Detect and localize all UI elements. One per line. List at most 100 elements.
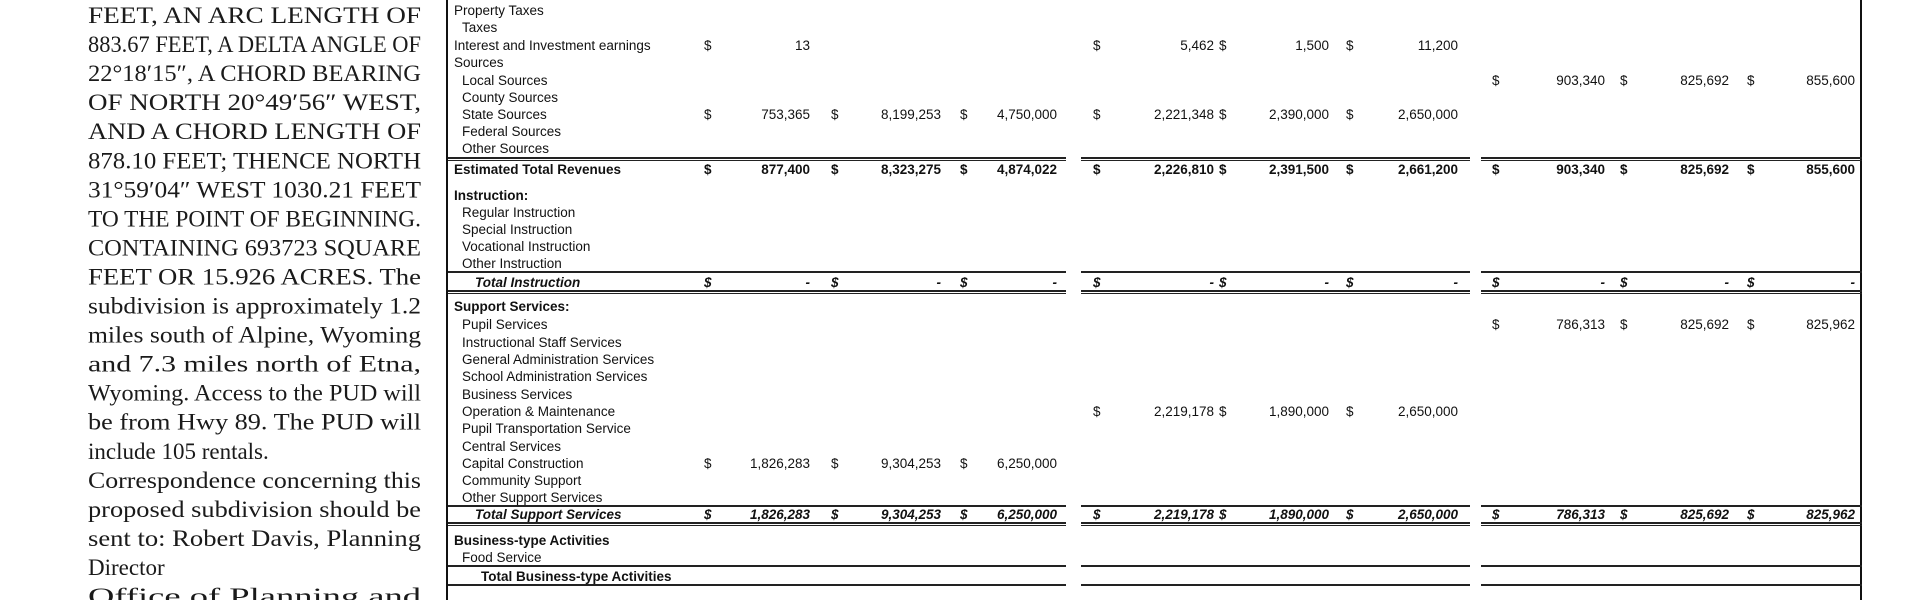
currency-symbol: $ bbox=[1747, 274, 1755, 290]
amount-cell: 2,661,200 bbox=[1397, 161, 1458, 177]
amount-cell: 825,962 bbox=[1806, 506, 1855, 522]
amount-cell: 2,219,178 bbox=[1153, 403, 1214, 419]
amount-cell: 753,365 bbox=[761, 106, 810, 122]
row-label: Community Support bbox=[462, 472, 582, 488]
rule-line bbox=[448, 522, 1066, 526]
row-label: Pupil Transportation Service bbox=[462, 420, 631, 436]
rule-line bbox=[448, 157, 1066, 161]
currency-symbol: $ bbox=[1219, 506, 1227, 522]
row-label: Instruction: bbox=[454, 187, 529, 203]
row-label: Business-type Activities bbox=[454, 532, 610, 548]
amount-cell: 2,391,500 bbox=[1268, 161, 1329, 177]
currency-symbol: $ bbox=[1093, 274, 1101, 290]
rule-line bbox=[448, 271, 1066, 273]
amount-cell: 1,890,000 bbox=[1268, 403, 1329, 419]
amount-cell: - bbox=[1850, 274, 1856, 290]
amount-cell: 825,692 bbox=[1680, 72, 1729, 88]
amount-cell: - bbox=[1324, 274, 1330, 290]
amount-cell: 2,650,000 bbox=[1397, 403, 1458, 419]
amount-cell: 1,500 bbox=[1295, 37, 1329, 53]
notice-line: miles south of Alpine, Wyoming bbox=[88, 323, 422, 348]
currency-symbol: $ bbox=[960, 506, 968, 522]
currency-symbol: $ bbox=[1093, 37, 1101, 53]
rule-line bbox=[448, 565, 1066, 567]
row-label: Operation & Maintenance bbox=[462, 403, 616, 419]
rule-line bbox=[1081, 157, 1470, 161]
amount-cell: 903,340 bbox=[1556, 72, 1605, 88]
row-label: Federal Sources bbox=[462, 123, 562, 139]
currency-symbol: $ bbox=[704, 274, 712, 290]
notice-line: subdivision is approximately 1.2 bbox=[88, 294, 421, 319]
amount-cell: 825,692 bbox=[1680, 161, 1729, 177]
rule-line bbox=[1081, 565, 1470, 567]
row-label: Sources bbox=[454, 54, 504, 70]
amount-cell: - bbox=[936, 274, 942, 290]
rule-line bbox=[1081, 584, 1470, 586]
row-label: Total Support Services bbox=[475, 506, 622, 522]
notice-line: OF NORTH 20°49′56″ WEST, bbox=[88, 90, 421, 115]
currency-symbol: $ bbox=[960, 274, 968, 290]
row-label: Taxes bbox=[462, 19, 498, 35]
amount-cell: 2,226,810 bbox=[1153, 161, 1214, 177]
amount-cell: 2,650,000 bbox=[1397, 106, 1458, 122]
amount-cell: - bbox=[805, 274, 811, 290]
row-label: Total Instruction bbox=[475, 274, 581, 290]
row-label: Central Services bbox=[462, 438, 562, 454]
amount-cell: 2,390,000 bbox=[1268, 106, 1329, 122]
currency-symbol: $ bbox=[1620, 316, 1628, 332]
notice-line: 22°18′15″, A CHORD BEARING bbox=[88, 61, 421, 86]
amount-cell: 786,313 bbox=[1556, 316, 1605, 332]
notice-line: Office of Planning and bbox=[88, 584, 422, 600]
amount-cell: 2,221,348 bbox=[1153, 106, 1214, 122]
amount-cell: 13 bbox=[794, 37, 810, 53]
amount-cell: 825,962 bbox=[1806, 316, 1855, 332]
row-label: Estimated Total Revenues bbox=[454, 161, 622, 177]
currency-symbol: $ bbox=[1620, 274, 1628, 290]
row-label: County Sources bbox=[462, 89, 559, 105]
currency-symbol: $ bbox=[1620, 161, 1628, 177]
currency-symbol: $ bbox=[960, 106, 968, 122]
row-label: Business Services bbox=[462, 386, 573, 402]
notice-line: and 7.3 miles north of Etna, bbox=[88, 352, 421, 377]
currency-symbol: $ bbox=[1492, 506, 1500, 522]
currency-symbol: $ bbox=[831, 274, 839, 290]
currency-symbol: $ bbox=[1492, 316, 1500, 332]
currency-symbol: $ bbox=[1093, 106, 1101, 122]
notice-line: FEET OR 15.926 ACRES. The bbox=[88, 264, 421, 289]
currency-symbol: $ bbox=[1346, 106, 1354, 122]
amount-cell: 786,313 bbox=[1556, 506, 1605, 522]
row-label: Special Instruction bbox=[462, 221, 573, 237]
amount-cell: 1,826,283 bbox=[749, 506, 810, 522]
row-label: Pupil Services bbox=[462, 316, 548, 332]
amount-cell: 6,250,000 bbox=[996, 455, 1057, 471]
row-label: Instructional Staff Services bbox=[462, 334, 622, 350]
amount-cell: 11,200 bbox=[1417, 37, 1458, 53]
currency-symbol: $ bbox=[1747, 506, 1755, 522]
notice-line: sent to: Robert Davis, Planning bbox=[88, 526, 422, 551]
row-label: Capital Construction bbox=[462, 455, 584, 471]
notice-line: AND A CHORD LENGTH OF bbox=[88, 119, 421, 144]
notice-line: Director bbox=[88, 555, 165, 580]
rule-line bbox=[1481, 157, 1862, 161]
currency-symbol: $ bbox=[1747, 316, 1755, 332]
amount-cell: 4,750,000 bbox=[996, 106, 1057, 122]
row-label: Food Service bbox=[462, 549, 542, 565]
notice-line: 883.67 FEET, A DELTA ANGLE OF bbox=[88, 32, 421, 57]
notice-line: 31°59′04″ WEST 1030.21 FEET bbox=[88, 177, 421, 202]
currency-symbol: $ bbox=[1492, 274, 1500, 290]
row-label: Regular Instruction bbox=[462, 204, 576, 220]
row-label: Support Services: bbox=[454, 298, 570, 314]
currency-symbol: $ bbox=[960, 161, 968, 177]
currency-symbol: $ bbox=[704, 455, 712, 471]
amount-cell: 903,340 bbox=[1556, 161, 1605, 177]
currency-symbol: $ bbox=[1093, 506, 1101, 522]
currency-symbol: $ bbox=[1219, 106, 1227, 122]
notice-line: Wyoming. Access to the PUD will bbox=[88, 381, 421, 406]
rule-line bbox=[1081, 290, 1470, 294]
rule-line bbox=[448, 290, 1066, 294]
rule-line bbox=[1081, 505, 1470, 507]
notice-line: proposed subdivision should be bbox=[88, 497, 421, 522]
currency-symbol: $ bbox=[1492, 72, 1500, 88]
row-label: Local Sources bbox=[462, 72, 548, 88]
row-label: Property Taxes bbox=[454, 2, 544, 18]
